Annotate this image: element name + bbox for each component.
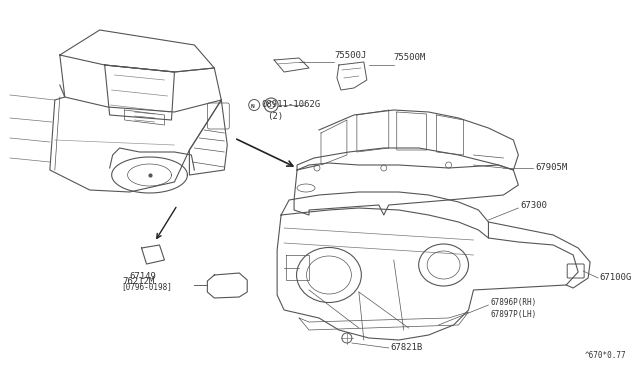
Text: ^670*0.77: ^670*0.77 bbox=[584, 351, 626, 360]
Text: N: N bbox=[250, 103, 254, 109]
Text: 75500J: 75500J bbox=[334, 51, 366, 60]
Text: 75500M: 75500M bbox=[394, 53, 426, 62]
Text: 08911-1062G: 08911-1062G bbox=[261, 99, 320, 109]
Text: 67896P(RH): 67896P(RH) bbox=[490, 298, 537, 307]
Text: 67149: 67149 bbox=[129, 272, 156, 281]
Text: 67905M: 67905M bbox=[535, 163, 568, 171]
Text: 67897P(LH): 67897P(LH) bbox=[490, 310, 537, 318]
Text: (2): (2) bbox=[267, 112, 284, 121]
Text: 76212M: 76212M bbox=[122, 278, 154, 286]
Text: 67821B: 67821B bbox=[391, 343, 423, 353]
Text: [0796-0198]: [0796-0198] bbox=[122, 282, 173, 291]
Text: 67100G: 67100G bbox=[599, 273, 631, 282]
Text: 67300: 67300 bbox=[520, 201, 547, 209]
